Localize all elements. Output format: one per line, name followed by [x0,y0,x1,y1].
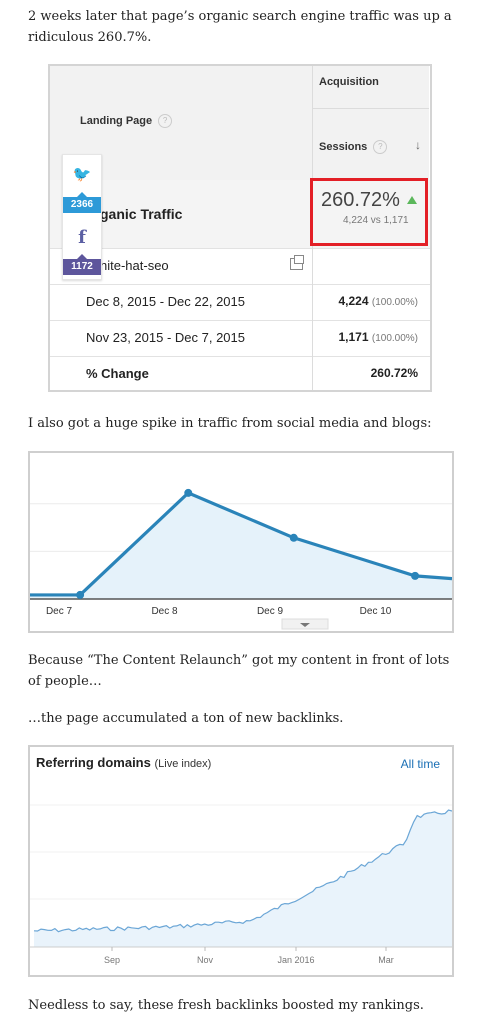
landing-page-header: Landing Page? [80,114,173,128]
help-icon[interactable]: ? [373,140,388,154]
x-tick-label: Dec 8 [151,606,178,617]
table-header-right: Acquisition Sessions? ↓ [313,66,429,181]
line-chart-svg: Dec 7 Dec 8 Dec 9 Dec 10 [30,488,452,630]
row-title: ganic Traffic [100,206,183,222]
data-point [411,571,420,580]
help-icon[interactable]: ? [158,114,173,128]
table-row[interactable]: hite-hat-seo [50,248,430,285]
series-line [30,491,452,597]
highlighted-change: 260.72% 4,224 vs 1,171 [310,178,428,246]
sessions-value: 1,171 (100.00%) [338,330,418,344]
x-tick-label: Jan 2016 [277,955,314,965]
row-title[interactable]: hite-hat-seo [100,258,169,273]
backlinks-paragraph: …the page accumulated a ton of new backl… [28,711,344,726]
sessions-value: 4,224 (100.00%) [338,294,418,308]
x-tick-label: Nov [197,955,214,965]
data-point [184,488,193,497]
change-value: 260.72% [370,366,418,380]
all-time-link[interactable]: All time [400,757,440,771]
x-tick-label: Sep [104,955,120,965]
x-tick-label: Dec 7 [46,606,73,617]
x-tick-label: Mar [378,955,394,965]
table-row: Nov 23, 2015 - Dec 7, 2015 1,171 (100.00… [50,320,430,357]
relaunch-paragraph: Because “The Content Relaunch” got my co… [28,653,450,689]
series-line [33,809,452,933]
series-area [30,492,452,599]
twitter-share-count[interactable]: 2366 [63,192,101,213]
traffic-line-chart: Dec 7 Dec 8 Dec 9 Dec 10 [28,451,454,633]
area-chart-svg: Sep Nov Jan 2016 Mar [30,804,452,965]
series-area [34,810,452,947]
data-point [76,590,85,599]
up-arrow-icon [407,196,417,204]
share-bar: 🐦 2366 f 1172 [62,154,102,280]
sort-down-icon[interactable]: ↓ [415,138,421,152]
facebook-icon[interactable]: f [78,227,86,248]
rankings-paragraph: Needless to say, these fresh backlinks b… [28,998,424,1013]
chevron-down-icon [300,623,310,627]
table-row: % Change 260.72% [50,356,430,390]
analytics-table: Landing Page? Acquisition Sessions? ↓ ga… [48,64,432,392]
date-range: Dec 8, 2015 - Dec 22, 2015 [86,294,245,309]
external-link-icon[interactable] [290,255,304,270]
table-row: Dec 8, 2015 - Dec 22, 2015 4,224 (100.00… [50,284,430,321]
change-label: % Change [86,366,149,381]
date-range: Nov 23, 2015 - Dec 7, 2015 [86,330,245,345]
twitter-icon[interactable]: 🐦 [72,166,92,183]
facebook-share-count[interactable]: 1172 [63,254,101,275]
sessions-compare: 4,224 vs 1,171 [343,215,409,226]
x-tick-label: Dec 9 [257,606,284,617]
change-percent: 260.72% [321,189,400,211]
social-paragraph: I also got a huge spike in traffic from … [28,416,432,431]
intro-paragraph: 2 weeks later that page’s organic search… [28,9,452,45]
referring-domains-chart: Referring domains (Live index) All time … [28,745,454,977]
chart-title: Referring domains (Live index) [36,755,212,770]
x-tick-label: Dec 10 [360,606,392,617]
acquisition-header: Acquisition [319,76,379,88]
data-point [289,533,298,542]
sessions-header[interactable]: Sessions? [319,140,388,154]
